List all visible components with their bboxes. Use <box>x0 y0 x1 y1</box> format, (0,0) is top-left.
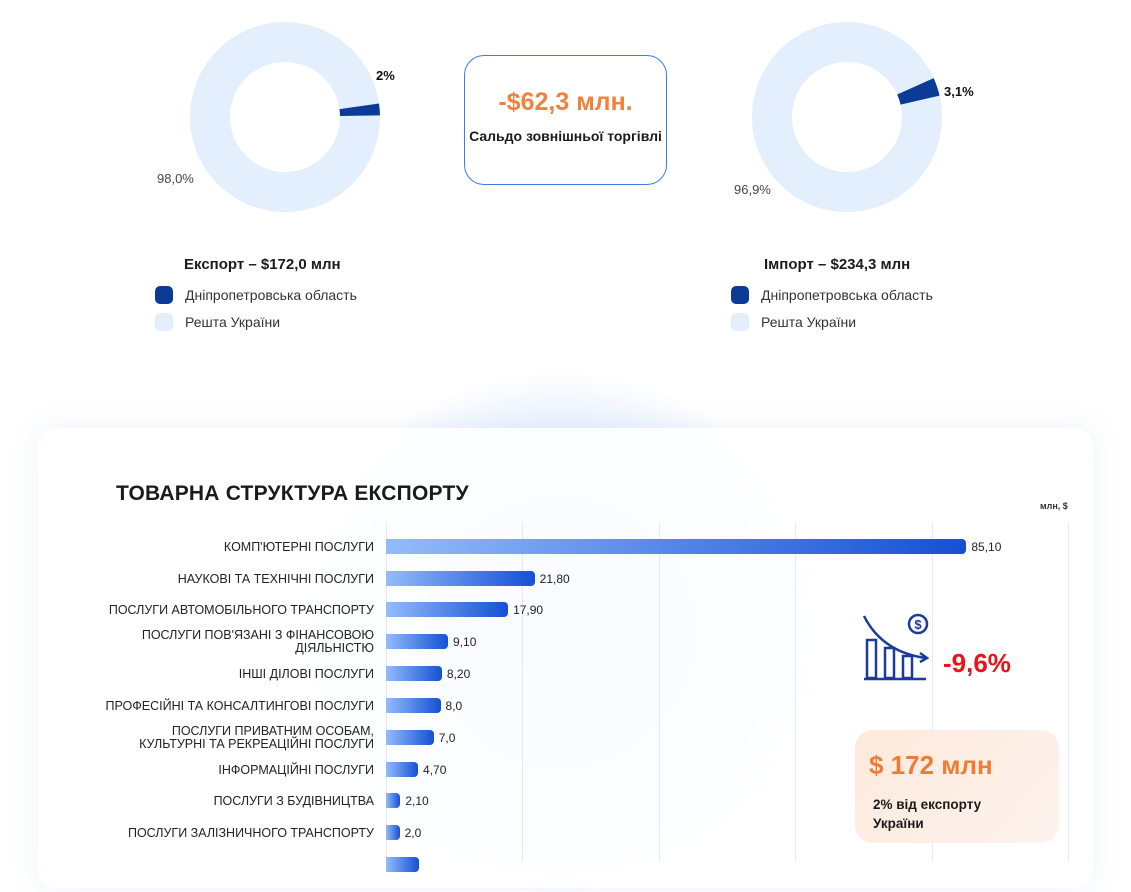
import-region-pct: 3,1% <box>944 84 974 99</box>
gridline <box>795 522 797 862</box>
value-label: 85,10 <box>971 540 1002 554</box>
unit-label: млн, $ <box>1040 501 1068 511</box>
change-value: -9,6% <box>943 648 1011 678</box>
donut-charts <box>190 22 942 213</box>
category-label: Послуги пов'язані з фінансовою діяльніст… <box>141 628 374 655</box>
export-region-pct: 2% <box>376 68 395 83</box>
donut-slice-region <box>897 78 940 105</box>
bar <box>386 634 449 649</box>
swatch-region <box>731 285 749 304</box>
swatch-rest <box>731 312 749 331</box>
legend-label: Решта України <box>761 313 857 330</box>
category-label: Послуги приватним особам, культурні та р… <box>139 724 374 751</box>
gridline <box>658 522 660 862</box>
export-legend: Експорт – $172,0 млн Дніпропетровська об… <box>155 256 357 335</box>
legend-item-rest: Решта України <box>731 308 933 335</box>
category-label: Послуги з будівництва <box>213 793 374 808</box>
bar-cutoff <box>386 857 420 872</box>
category-label: Інші ділові послуги <box>238 666 374 681</box>
import-rest-pct: 96,9% <box>734 182 771 197</box>
donut-slice-rest <box>752 22 942 213</box>
gridline <box>931 522 933 862</box>
value-label: 2,0 <box>404 826 422 840</box>
value-label: 2,10 <box>405 794 429 808</box>
value-label: 9,10 <box>453 635 477 649</box>
gridline <box>522 522 524 862</box>
gridline <box>1068 522 1069 862</box>
import-title: Імпорт – $234,3 млн <box>764 256 911 273</box>
legend-item-region: Дніпропетровська область <box>155 281 357 308</box>
trade-balance-card: -$62,3 млн. Сальдо зовнішньої торгівлі <box>464 55 667 185</box>
value-label: 4,70 <box>423 763 447 777</box>
category-label: Професійні та консалтингові послуги <box>105 698 375 713</box>
bar <box>386 539 967 554</box>
legend-item-region: Дніпропетровська область <box>731 281 933 308</box>
export-title: Експорт – $172,0 млн <box>184 256 341 273</box>
bar <box>386 571 535 586</box>
donut-slice-rest <box>190 22 380 213</box>
category-label: Послуги залізничного транспорту <box>127 825 374 840</box>
gridline <box>386 522 387 862</box>
bar <box>386 793 401 808</box>
export-summary-card: $ 172 млн 2% від експорту України <box>855 730 1059 843</box>
value-label: 21,80 <box>539 572 570 586</box>
bar <box>386 762 419 777</box>
category-label: Послуги автомобільного транспорту <box>108 602 374 617</box>
legend-label: Решта України <box>185 313 281 330</box>
chart-decline-dollar-icon: $ <box>862 613 930 681</box>
bar <box>386 825 400 840</box>
donut-slice-region <box>339 103 380 117</box>
bar <box>386 730 434 745</box>
svg-text:$: $ <box>914 617 922 632</box>
summary-value: $ 172 млн <box>869 750 993 780</box>
legend-item-rest: Решта України <box>155 308 357 335</box>
swatch-rest <box>155 312 173 331</box>
value-label: 8,20 <box>446 667 471 681</box>
value-label: 17,90 <box>513 603 544 617</box>
trade-balance-value: -$62,3 млн. <box>498 88 633 116</box>
export-donut <box>190 22 380 213</box>
category-label: Інформаційні послуги <box>218 762 374 777</box>
trade-balance-label: Сальдо зовнішньої торгівлі <box>469 128 662 144</box>
value-label: 7,0 <box>438 731 456 745</box>
legend-label: Дніпропетровська область <box>185 286 357 303</box>
legend-label: Дніпропетровська область <box>761 286 933 303</box>
swatch-region <box>155 285 173 304</box>
export-rest-pct: 98,0% <box>157 171 194 186</box>
bar <box>386 602 509 617</box>
bar <box>386 698 441 713</box>
summary-label: 2% від експорту України <box>873 797 982 831</box>
chart-title: ТОВАРНА СТРУКТУРА ЕКСПОРТУ <box>116 482 469 505</box>
value-label: 8,0 <box>445 699 463 713</box>
category-label: Наукові та технічні послуги <box>177 571 374 586</box>
import-donut <box>752 22 942 213</box>
bar <box>386 666 442 681</box>
import-legend: Імпорт – $234,3 млн Дніпропетровська обл… <box>731 256 933 335</box>
category-label: Комп'ютерні послуги <box>223 539 374 554</box>
